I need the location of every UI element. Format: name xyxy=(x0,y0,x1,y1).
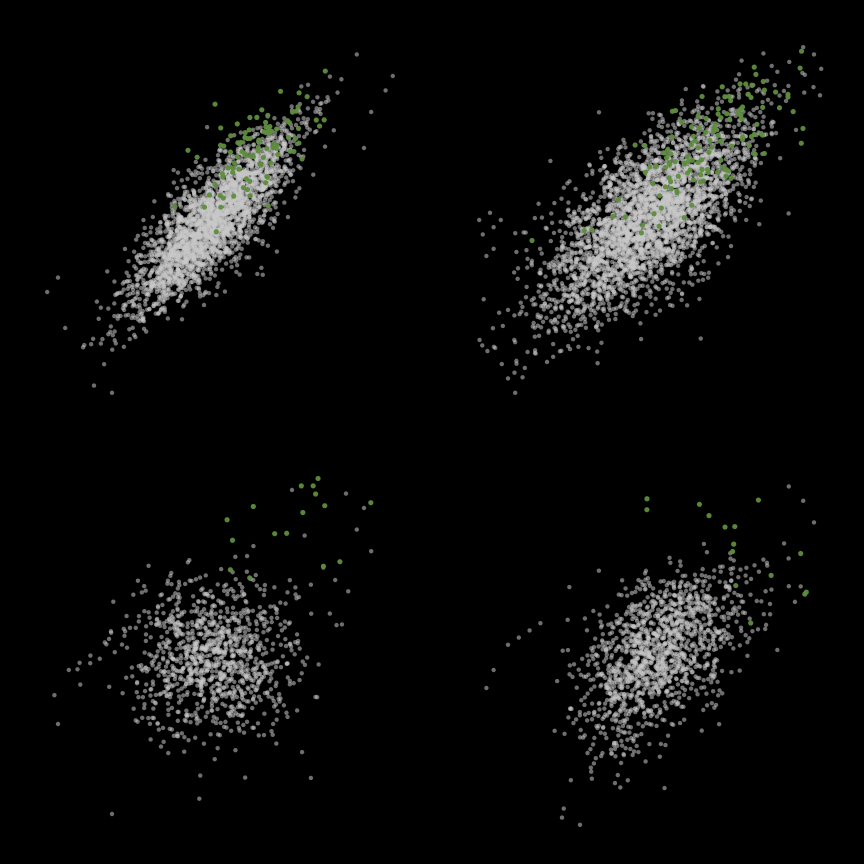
scatter-grid xyxy=(0,0,864,864)
panel-top-left xyxy=(0,0,432,432)
scatter-plot-tl xyxy=(0,0,432,432)
scatter-plot-br xyxy=(432,432,864,864)
scatter-plot-bl xyxy=(0,432,432,864)
panel-bottom-right xyxy=(432,432,864,864)
scatter-plot-tr xyxy=(432,0,864,432)
panel-top-right xyxy=(432,0,864,432)
panel-bottom-left xyxy=(0,432,432,864)
